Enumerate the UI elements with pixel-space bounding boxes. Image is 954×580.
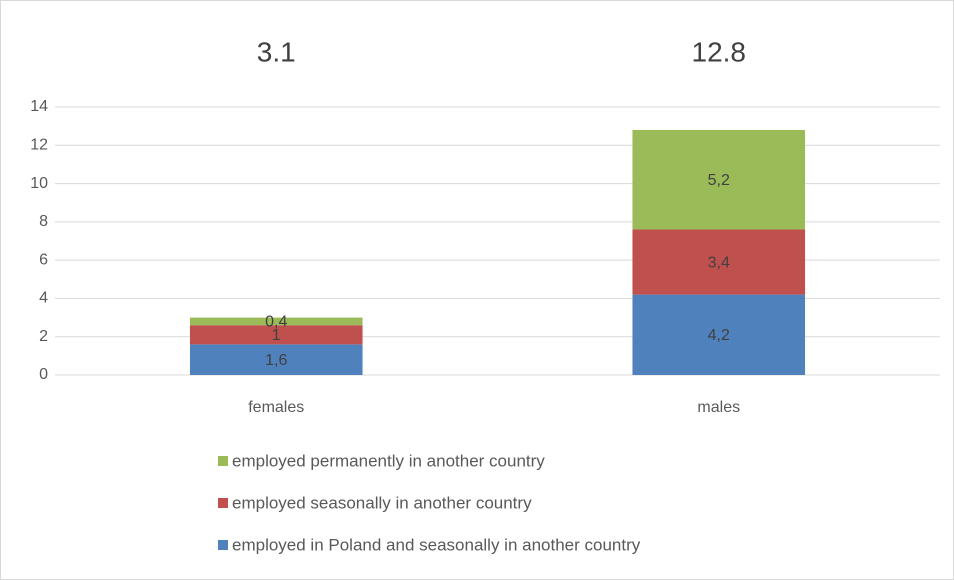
legend-label: employed seasonally in another country — [232, 493, 532, 512]
bar-segment — [189, 317, 363, 326]
y-tick-label: 0 — [39, 366, 48, 383]
y-tick-label: 6 — [39, 251, 48, 268]
bar-segment — [189, 344, 363, 375]
y-tick-label: 8 — [39, 213, 48, 230]
data-label: 1 — [272, 327, 281, 344]
data-label: 3,4 — [708, 254, 730, 271]
x-tick-label: males — [697, 399, 740, 416]
bar-segment — [632, 229, 806, 295]
bar-segment — [632, 129, 806, 230]
y-tick-label: 2 — [39, 328, 48, 345]
y-tick-label: 14 — [30, 98, 48, 115]
y-tick-label: 12 — [30, 137, 48, 154]
legend-swatch — [218, 498, 228, 508]
legend-label: employed permanently in another country — [232, 451, 545, 470]
data-label: 0,4 — [265, 314, 287, 331]
bar-segment — [632, 294, 806, 375]
total-label: 12.8 — [692, 36, 747, 67]
legend-swatch — [218, 456, 228, 466]
y-tick-label: 4 — [39, 290, 48, 307]
data-label: 4,2 — [708, 327, 730, 344]
x-tick-label: females — [248, 399, 304, 416]
legend-swatch — [218, 540, 228, 550]
y-tick-label: 10 — [30, 175, 48, 192]
data-label: 5,2 — [708, 172, 730, 189]
total-label: 3.1 — [257, 36, 296, 67]
legend-label: employed in Poland and seasonally in ano… — [232, 535, 641, 554]
data-label: 1,6 — [265, 352, 287, 369]
bar-segment — [189, 325, 363, 345]
